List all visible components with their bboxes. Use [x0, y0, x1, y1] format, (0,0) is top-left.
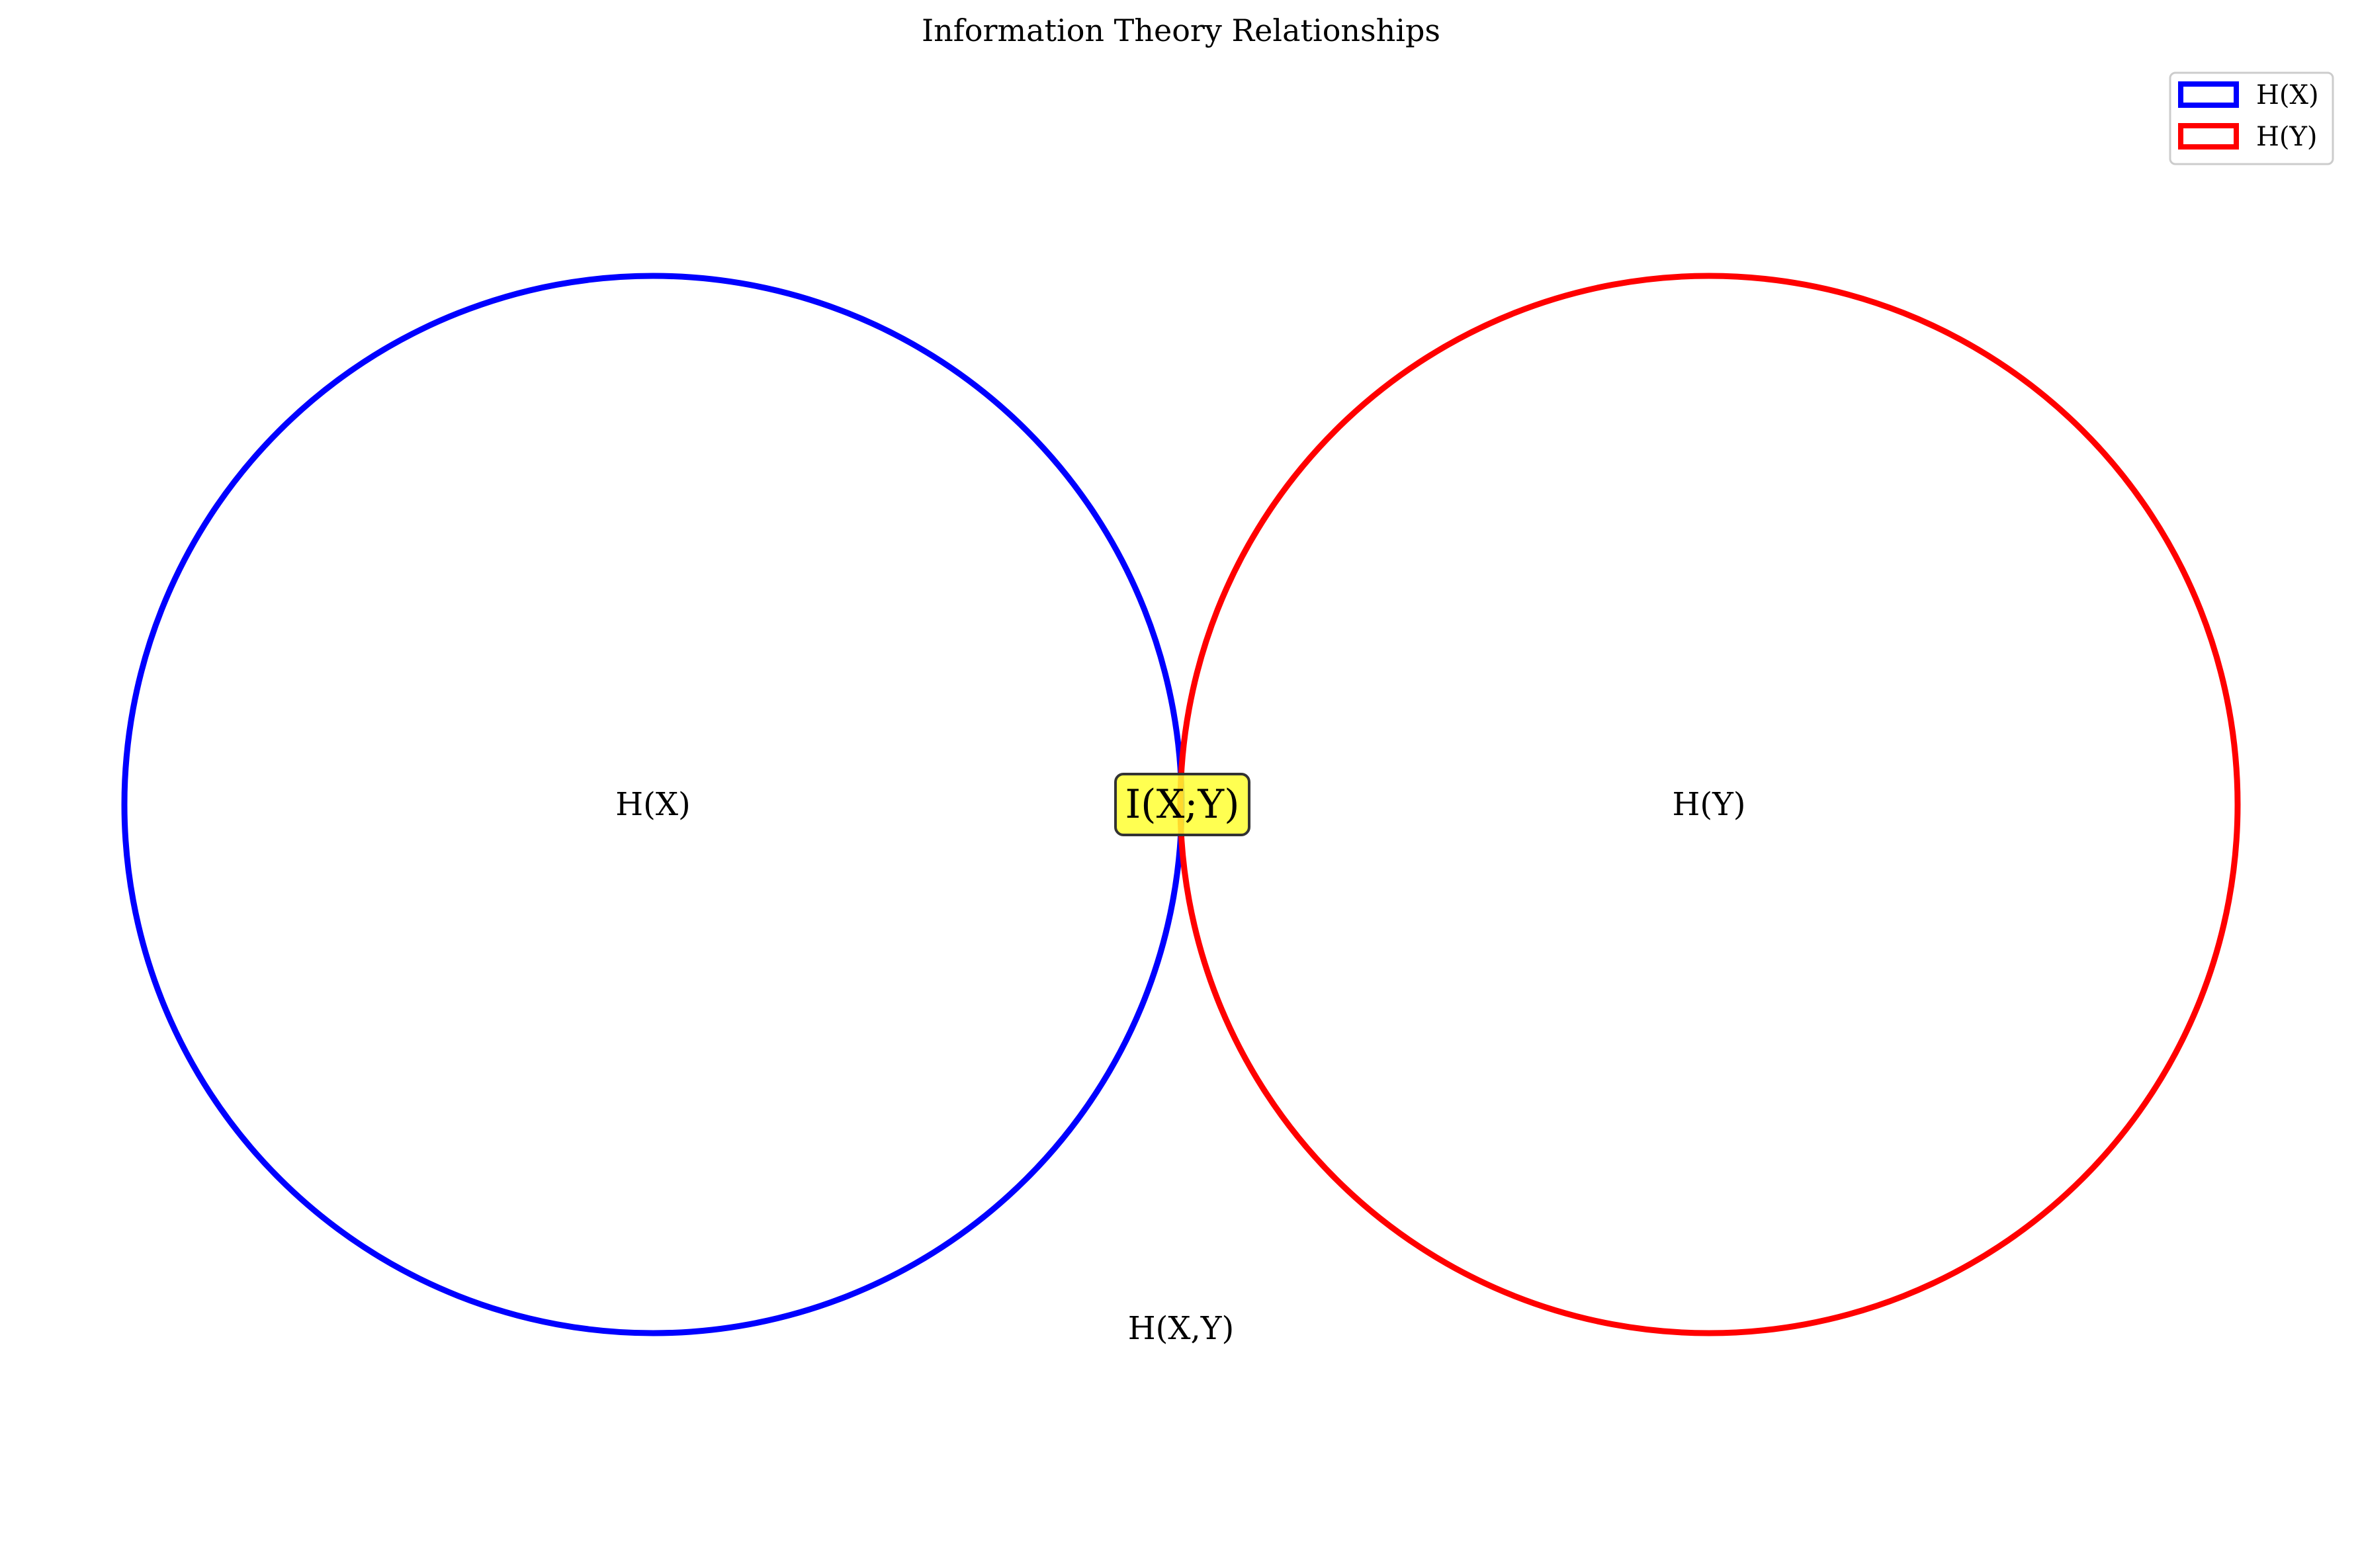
legend-frame [2169, 71, 2334, 165]
legend-label-hx: H(X) [2256, 80, 2319, 110]
joint-entropy-label: H(X,Y) [1128, 1310, 1234, 1347]
legend-swatch-hy [2178, 123, 2239, 150]
hx-label: H(X) [615, 786, 690, 823]
legend-swatch-hx [2178, 81, 2239, 108]
legend-label-hy: H(Y) [2256, 122, 2318, 152]
hy-label: H(Y) [1673, 786, 1746, 823]
mutual-information-box: I(X;Y) [1114, 773, 1250, 836]
diagram-title: Information Theory Relationships [922, 13, 1440, 48]
mutual-information-label: I(X;Y) [1125, 781, 1239, 828]
legend: H(X) H(Y) [2169, 71, 2334, 165]
mutual-information-box-bg [1114, 773, 1250, 836]
